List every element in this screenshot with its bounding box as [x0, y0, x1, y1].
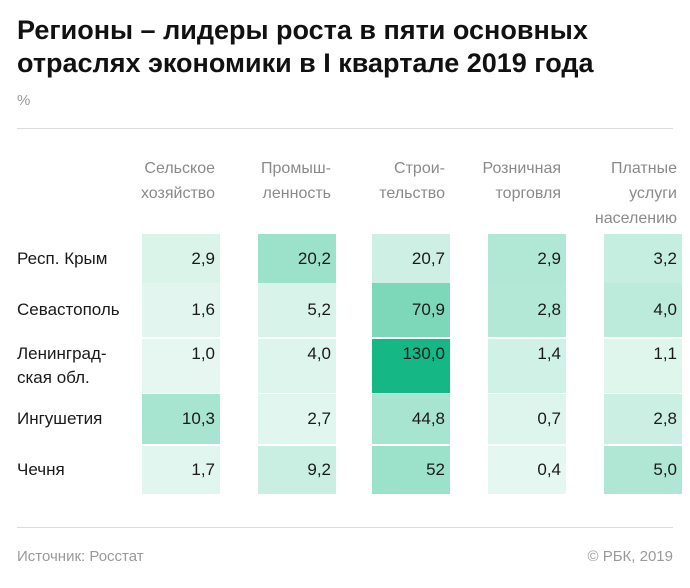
- row-label-ingushetia: Ингушетия: [17, 407, 102, 431]
- cell-leningrad-industry: 4,0: [258, 339, 336, 393]
- cell-sevastopol-industry: 5,2: [258, 283, 336, 337]
- cell-ingushetia-agriculture: 10,3: [142, 394, 220, 444]
- column-header-line: Строи-: [394, 160, 445, 177]
- cell-sevastopol-agriculture: 1,6: [142, 283, 220, 337]
- row-label-chechnya: Чечня: [17, 458, 65, 482]
- column-header-construction: Строи-тельство: [342, 156, 445, 206]
- unit-label: %: [17, 92, 31, 109]
- cell-chechnya-industry: 9,2: [258, 446, 336, 494]
- cell-ingushetia-retail: 0,7: [488, 394, 566, 444]
- column-header-line: Сельское: [144, 160, 215, 177]
- cell-crimea-construction: 20,7: [372, 234, 450, 283]
- column-header-line: хозяйство: [140, 185, 215, 202]
- column-header-retail: Розничная торговля: [458, 156, 561, 206]
- top-divider: [17, 128, 673, 129]
- row-label-leningrad: Ленинград-ская обл.: [17, 342, 107, 390]
- column-header-line: Платные: [611, 160, 677, 177]
- row-label-line: Респ. Крым: [17, 248, 108, 268]
- row-label-sevastopol: Севастополь: [17, 298, 120, 322]
- column-header-line: Розничная: [482, 160, 561, 177]
- cell-crimea-retail: 2,9: [488, 234, 566, 283]
- column-header-line: услуги: [629, 185, 677, 202]
- cell-sevastopol-retail: 2,8: [488, 283, 566, 337]
- cell-crimea-agriculture: 2,9: [142, 234, 220, 283]
- row-label-line: Ингушетия: [17, 409, 103, 428]
- cell-crimea-industry: 20,2: [258, 234, 336, 283]
- column-header-line: населению: [594, 210, 677, 227]
- row-label-line: Чечня: [17, 460, 65, 479]
- column-header-industry: Промыш-ленность: [228, 156, 331, 206]
- row-label-line: ская обл.: [17, 368, 90, 387]
- cell-chechnya-construction: 52: [372, 446, 450, 494]
- column-header-line: ленность: [262, 185, 331, 202]
- cell-sevastopol-services: 4,0: [604, 283, 682, 337]
- row-label-crimea: Респ. Крым: [17, 247, 107, 271]
- cell-crimea-services: 3,2: [604, 234, 682, 283]
- cell-ingushetia-industry: 2,7: [258, 394, 336, 444]
- cell-leningrad-agriculture: 1,0: [142, 339, 220, 393]
- column-header-line: Промыш-: [261, 160, 331, 177]
- cell-leningrad-retail: 1,4: [488, 339, 566, 393]
- row-label-line: Ленинград-: [17, 344, 107, 363]
- column-header-line: тельство: [379, 185, 445, 202]
- cell-chechnya-agriculture: 1,7: [142, 446, 220, 494]
- cell-ingushetia-services: 2,8: [604, 394, 682, 444]
- bottom-divider: [17, 527, 673, 528]
- column-header-line: торговля: [495, 185, 561, 202]
- cell-sevastopol-construction: 70,9: [372, 283, 450, 337]
- row-label-line: Севастополь: [17, 300, 120, 319]
- chart-title: Регионы – лидеры роста в пяти основных о…: [17, 15, 594, 78]
- column-header-agriculture: Сельское хозяйство: [112, 156, 215, 206]
- cell-leningrad-services: 1,1: [604, 339, 682, 393]
- column-header-services: Платные услуги населению: [574, 156, 677, 231]
- copyright: © РБК, 2019: [587, 548, 673, 565]
- cell-leningrad-construction: 130,0: [372, 339, 450, 393]
- cell-chechnya-services: 5,0: [604, 446, 682, 494]
- cell-chechnya-retail: 0,4: [488, 446, 566, 494]
- cell-ingushetia-construction: 44,8: [372, 394, 450, 444]
- source-note: Источник: Росстат: [17, 548, 144, 565]
